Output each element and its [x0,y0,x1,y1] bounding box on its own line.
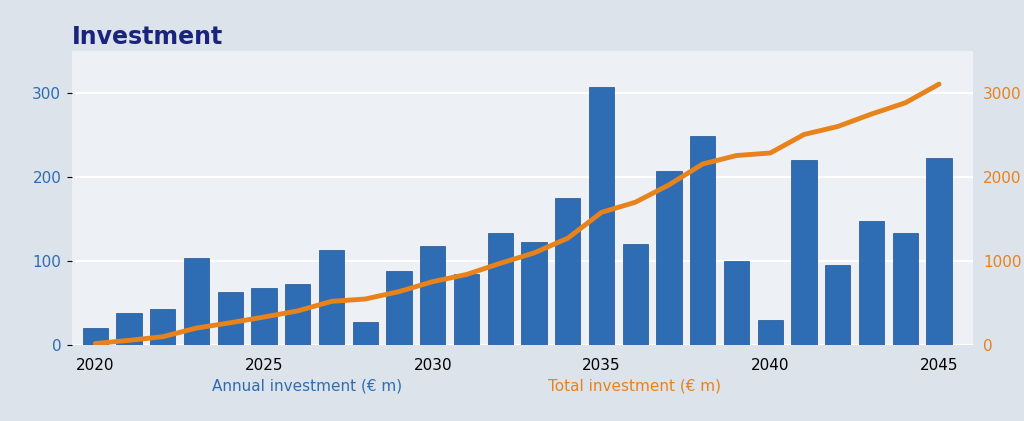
Bar [218,292,243,345]
Bar [487,233,513,345]
Bar [83,328,108,345]
Bar [386,271,412,345]
Bar [151,309,175,345]
Bar [285,284,310,345]
Bar [859,221,884,345]
Text: Total investment (€ m): Total investment (€ m) [549,379,721,394]
Bar [521,242,547,345]
Bar [352,322,378,345]
Bar [927,158,951,345]
Bar [792,160,817,345]
Bar [117,313,141,345]
Bar [184,258,209,345]
Bar [623,244,648,345]
Bar [252,288,276,345]
Bar [758,320,783,345]
Bar [420,246,445,345]
Bar [825,265,851,345]
Bar [690,136,716,345]
Bar [656,171,682,345]
Text: Investment: Investment [72,25,223,49]
Bar [589,87,614,345]
Bar [893,233,918,345]
Bar [318,250,344,345]
Text: Annual investment (€ m): Annual investment (€ m) [212,379,402,394]
Bar [454,274,479,345]
Bar [555,198,581,345]
Bar [724,261,750,345]
